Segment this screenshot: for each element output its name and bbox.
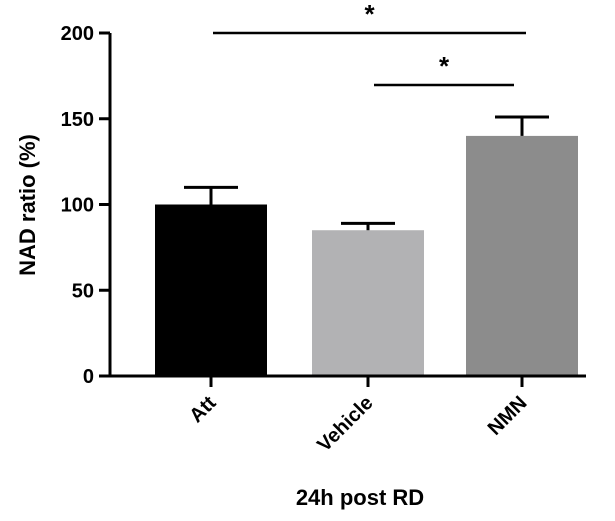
x-tick-label-vehicle: Vehicle bbox=[313, 392, 377, 456]
bar-vehicle bbox=[312, 230, 424, 376]
y-tick-label: 0 bbox=[83, 366, 94, 388]
bar-nmn bbox=[466, 135, 578, 376]
significance-marker: * bbox=[364, 0, 375, 29]
x-ticks-layer: Att Vehicle NMN bbox=[185, 376, 532, 456]
error-bars-layer bbox=[184, 115, 549, 231]
bar-att bbox=[155, 204, 267, 376]
x-tick-label-nmn: NMN bbox=[484, 392, 532, 440]
significance-layer: ** bbox=[213, 0, 526, 87]
y-tick-label: 200 bbox=[61, 23, 94, 45]
y-axis-title: NAD ratio (%) bbox=[15, 134, 40, 276]
y-tick-label: 100 bbox=[61, 195, 94, 217]
significance-marker: * bbox=[439, 51, 450, 81]
y-ticks-layer: 0 50 100 150 200 bbox=[61, 23, 110, 388]
y-tick-label: 50 bbox=[72, 280, 94, 302]
y-tick-label: 150 bbox=[61, 109, 94, 131]
x-axis-title: 24h post RD bbox=[296, 485, 424, 510]
x-tick-label-att: Att bbox=[185, 392, 220, 427]
bars-layer bbox=[155, 135, 578, 376]
